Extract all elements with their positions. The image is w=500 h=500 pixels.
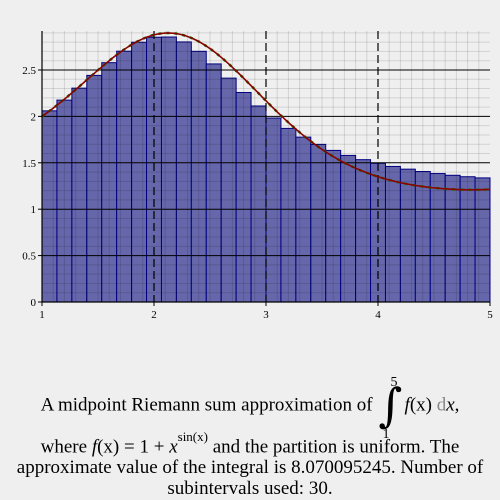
- riemann-bar: [71, 87, 88, 303]
- x-tick-label: 5: [487, 309, 493, 321]
- def-exponent: sin(x): [177, 429, 208, 444]
- x-tick-label: 3: [263, 309, 269, 321]
- integral-lower-bound: 1: [382, 427, 390, 442]
- def-base-x: x: [169, 436, 178, 458]
- caption-line-1: A midpoint Riemann sum approximation of ∫…: [0, 374, 500, 442]
- riemann-bar: [41, 110, 58, 303]
- integrand-arg: (x): [409, 394, 432, 416]
- riemann-bar: [399, 168, 416, 303]
- x-tick-label: 2: [151, 309, 157, 321]
- y-tick-label: 2.5: [22, 65, 36, 77]
- x-tick-label: 1: [39, 309, 45, 321]
- riemann-bar: [295, 136, 312, 303]
- y-tick-label: 0.5: [22, 251, 36, 263]
- caption-prefix: A midpoint Riemann sum approximation of: [40, 394, 373, 416]
- dx-x: x: [446, 394, 455, 416]
- integrand-f: f: [404, 394, 410, 416]
- dx-d: d: [436, 394, 447, 416]
- riemann-bar: [340, 154, 357, 303]
- riemann-bar: [384, 165, 401, 303]
- axes: [38, 31, 491, 306]
- x-tick-label: 4: [375, 309, 381, 321]
- riemann-bar: [205, 63, 222, 303]
- riemann-bar: [429, 173, 446, 303]
- function-curve: [41, 31, 491, 192]
- caption-comma: ,: [454, 394, 460, 416]
- integral-sign: ∫ 5 1: [377, 374, 403, 442]
- caption-description: where f(x) = 1 + xsin(x) and the partiti…: [0, 429, 500, 500]
- y-tick-label: 1.5: [22, 158, 36, 170]
- description-rest: and the partition is uniform. The approx…: [16, 436, 484, 500]
- riemann-bar: [310, 143, 327, 303]
- riemann-bar: [370, 162, 386, 303]
- riemann-sum-chart: 1 2 3 4 5 0 0.5 1 1.5 2 2.5: [22, 31, 493, 321]
- y-tick-label: 1: [31, 204, 37, 216]
- riemann-bar: [220, 77, 237, 303]
- tick-labels: 1 2 3 4 5 0 0.5 1 1.5 2 2.5: [22, 65, 493, 321]
- y-tick-label: 0: [31, 297, 37, 309]
- where-text: where: [40, 436, 88, 458]
- function-curve-line: [41, 32, 491, 191]
- riemann-bar: [160, 36, 177, 303]
- integral-upper-bound: 5: [390, 375, 398, 390]
- riemann-bar: [86, 74, 103, 303]
- grid: [42, 31, 490, 302]
- y-tick-label: 2: [31, 111, 37, 123]
- def-fx-eq: (x) = 1 +: [97, 436, 165, 458]
- def-f: f: [91, 436, 98, 458]
- bars: [41, 36, 491, 303]
